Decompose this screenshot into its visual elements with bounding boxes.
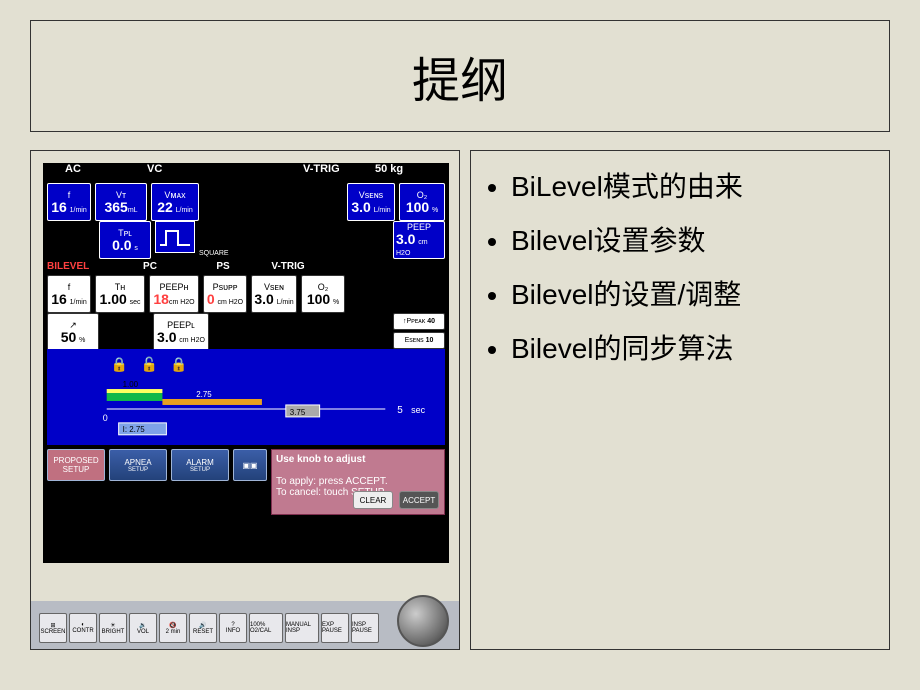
bright-icon[interactable]: ☀BRIGHT bbox=[99, 613, 127, 643]
param-o2[interactable]: O₂ 100 % bbox=[399, 183, 445, 221]
manual-insp-icon[interactable]: MANUAL INSP bbox=[285, 613, 319, 643]
bullet-item: Bilevel的设置/调整 bbox=[511, 273, 879, 313]
bottom-controls: PROPOSED SETUP APNEA SETUP ALARM SETUP ▣… bbox=[47, 449, 445, 515]
lock-open-icon[interactable]: 🔓 bbox=[141, 356, 158, 373]
vol-icon[interactable]: 🔉VOL bbox=[129, 613, 157, 643]
silence-icon[interactable]: 🔇2 min bbox=[159, 613, 187, 643]
bottom-strip: ⊞SCREEN ◐CONTR ☀BRIGHT 🔉VOL 🔇2 min 🔊RESE… bbox=[31, 601, 459, 649]
row3: f 16 1/min Tʜ 1.00 sec PEEPʜ 18cm H2O Ps… bbox=[47, 275, 445, 311]
title-box: 提纲 bbox=[30, 20, 890, 132]
lock-closed-icon[interactable]: 🔒 bbox=[111, 356, 128, 373]
bullet-item: Bilevel设置参数 bbox=[511, 219, 879, 259]
pc-label: PC bbox=[107, 261, 193, 275]
accept-button[interactable]: ACCEPT bbox=[399, 491, 439, 509]
svg-text:0: 0 bbox=[103, 413, 108, 423]
control-knob[interactable] bbox=[397, 595, 449, 647]
row4: ↗ 50 % PEEPʟ 3.0 cm H2O ↑Pᴘᴇᴀᴋ 40 Esᴇɴs … bbox=[47, 313, 445, 349]
svg-text:5: 5 bbox=[397, 405, 403, 416]
param-peeph[interactable]: PEEPʜ 18cm H2O bbox=[149, 275, 199, 313]
hint-area: Use knob to adjust To apply: press ACCEP… bbox=[271, 449, 445, 515]
param-f2[interactable]: f 16 1/min bbox=[47, 275, 91, 313]
svg-text:2.75: 2.75 bbox=[196, 390, 212, 399]
exp-pause-icon[interactable]: EXP PAUSE bbox=[321, 613, 349, 643]
lock-icon-2[interactable]: 🔒 bbox=[170, 356, 187, 373]
contrast-icon[interactable]: ◐CONTR bbox=[69, 613, 97, 643]
proposed-setup-button[interactable]: PROPOSED SETUP bbox=[47, 449, 105, 481]
bullet-item: Bilevel的同步算法 bbox=[511, 327, 879, 367]
param-peep[interactable]: PEEP 3.0 cm H2O bbox=[393, 221, 445, 259]
svg-text:3.75: 3.75 bbox=[290, 408, 306, 417]
titlebar: BILEVEL PC PS V-TRIG bbox=[47, 261, 445, 275]
square-wave-icon bbox=[158, 225, 192, 249]
alarm-setup-button[interactable]: ALARM SETUP bbox=[171, 449, 229, 481]
top-row: f 16 1/min Vᴛ 365mL Vᴍᴀx 22 L/min Vsᴇɴs … bbox=[47, 165, 445, 221]
o2cal-icon[interactable]: 100% O2/CAL bbox=[249, 613, 283, 643]
param-vt[interactable]: Vᴛ 365mL bbox=[95, 183, 147, 221]
bullet-item: BiLevel模式的由来 bbox=[511, 165, 879, 205]
bullet-list: BiLevel模式的由来 Bilevel设置参数 Bilevel的设置/调整 B… bbox=[489, 165, 879, 367]
clear-button[interactable]: CLEAR bbox=[353, 491, 393, 509]
param-vsens[interactable]: Vsᴇɴs 3.0 L/min bbox=[347, 183, 395, 221]
row2: Tᴘʟ 0.0 s SQUARE PEEP 3.0 cm H2O bbox=[47, 221, 445, 259]
square-label: SQUARE bbox=[199, 250, 229, 257]
slide-title: 提纲 bbox=[412, 41, 508, 111]
bullets-panel: BiLevel模式的由来 Bilevel设置参数 Bilevel的设置/调整 B… bbox=[470, 150, 890, 650]
param-tpl[interactable]: Tᴘʟ 0.0 s bbox=[99, 221, 151, 259]
insp-pause-icon[interactable]: INSP PAUSE bbox=[351, 613, 379, 643]
svg-text:sec: sec bbox=[411, 405, 425, 415]
svg-text:1.00: 1.00 bbox=[123, 380, 139, 389]
windows-icon: ▣▣ bbox=[242, 461, 257, 470]
info-icon[interactable]: ?INFO bbox=[219, 613, 247, 643]
bilevel-label: BILEVEL bbox=[47, 261, 107, 275]
ps-label: PS bbox=[193, 261, 253, 275]
windows-button[interactable]: ▣▣ bbox=[233, 449, 267, 481]
param-th[interactable]: Tʜ 1.00 sec bbox=[95, 275, 145, 313]
param-vsen2[interactable]: Vsᴇɴ 3.0 L/min bbox=[251, 275, 297, 313]
reset-icon[interactable]: 🔊RESET bbox=[189, 613, 217, 643]
param-o2-2[interactable]: O₂ 100 % bbox=[301, 275, 345, 313]
ventilator-screen: AC VC V-TRIG 50 kg f 16 1/min Vᴛ 365mL V… bbox=[43, 163, 449, 563]
apnea-setup-button[interactable]: APNEA SETUP bbox=[109, 449, 167, 481]
timing-graph: 🔒 🔓 🔒 5 sec 0 1.00 2.75 3.75 bbox=[47, 349, 445, 445]
param-ramp[interactable]: ↗ 50 % bbox=[47, 313, 99, 351]
param-f[interactable]: f 16 1/min bbox=[47, 183, 91, 221]
screen-icon[interactable]: ⊞SCREEN bbox=[39, 613, 67, 643]
param-peepl[interactable]: PEEPʟ 3.0 cm H2O bbox=[153, 313, 209, 351]
vtrig2-label: V-TRIG bbox=[253, 261, 323, 275]
param-tppeak[interactable]: ↑Pᴘᴇᴀᴋ 40 bbox=[393, 313, 445, 330]
icon-row: ⊞SCREEN ◐CONTR ☀BRIGHT 🔉VOL 🔇2 min 🔊RESE… bbox=[39, 613, 379, 643]
param-esens[interactable]: Esᴇɴs 10 bbox=[393, 332, 445, 349]
param-vmax[interactable]: Vᴍᴀx 22 L/min bbox=[151, 183, 199, 221]
svg-text:I: 2.75: I: 2.75 bbox=[123, 425, 146, 434]
param-psupp[interactable]: Psᴜᴘᴘ 0 cm H2O bbox=[203, 275, 247, 313]
waveform-square[interactable] bbox=[155, 221, 195, 253]
screenshot-panel: AC VC V-TRIG 50 kg f 16 1/min Vᴛ 365mL V… bbox=[30, 150, 460, 650]
